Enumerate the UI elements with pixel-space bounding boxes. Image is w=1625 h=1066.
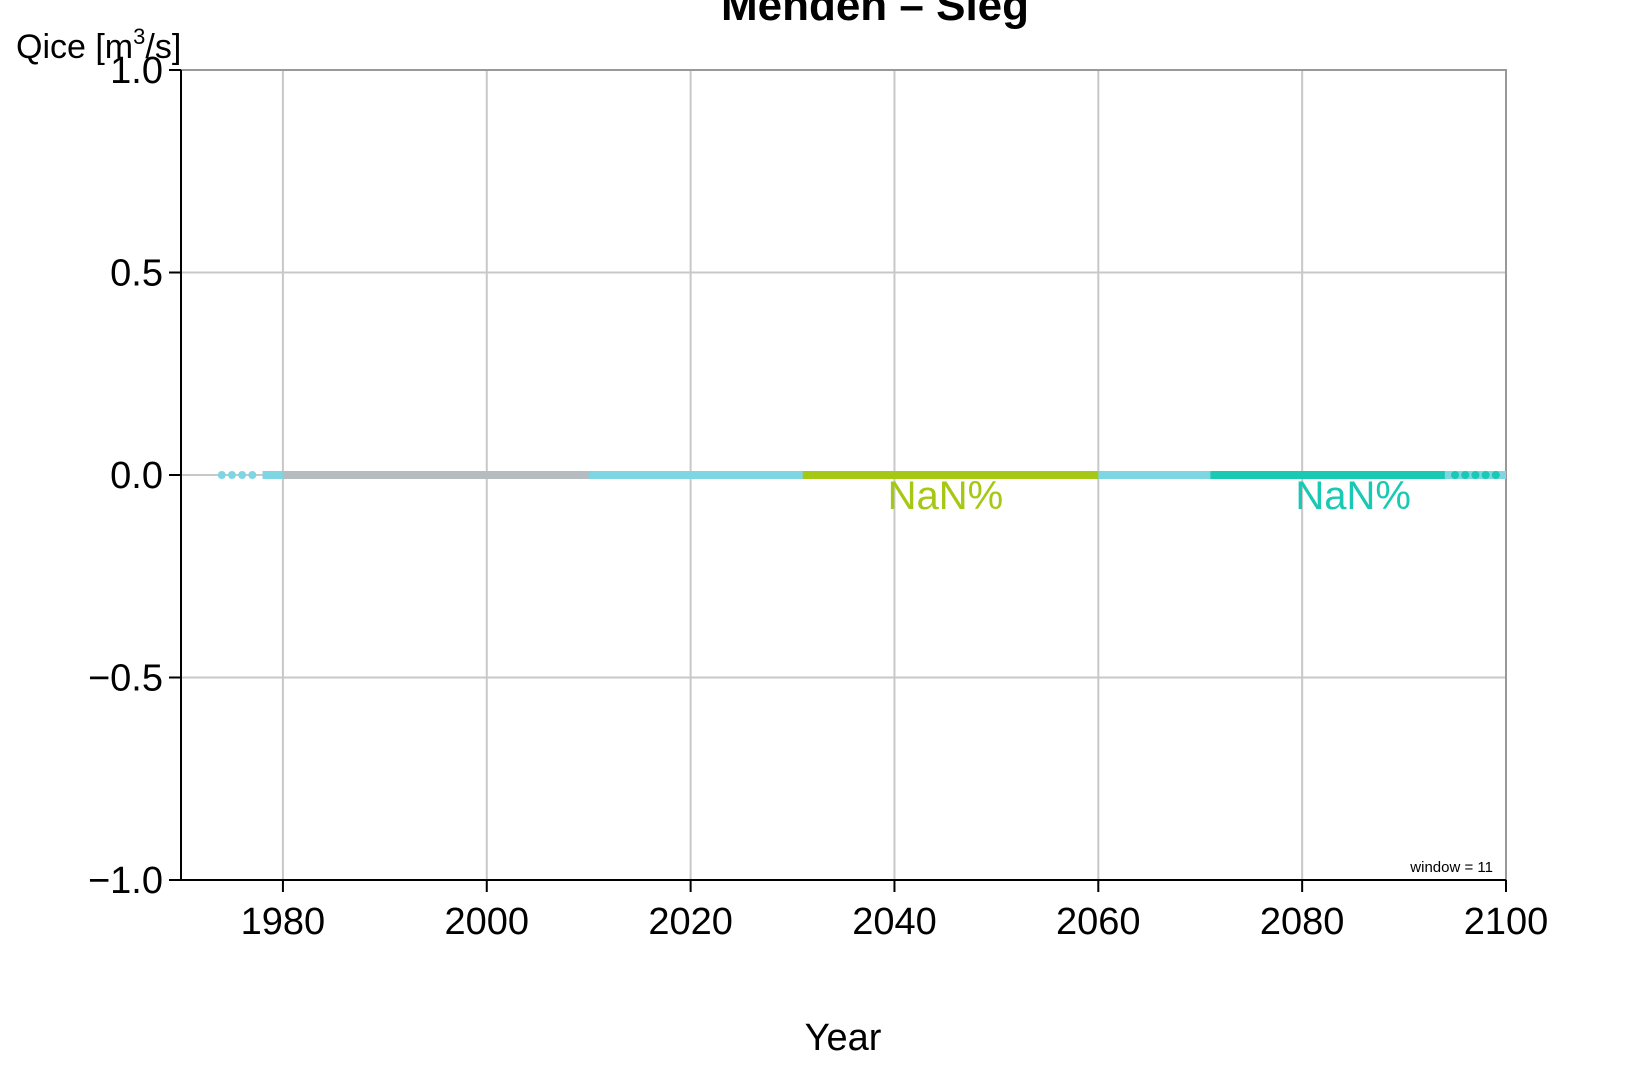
series-point-5-4 (1491, 471, 1500, 479)
y-tick-label-4: 1.0 (110, 50, 163, 92)
x-tick-label-2040: 2040 (852, 901, 937, 943)
series-point-0-0 (217, 471, 226, 479)
y-axis-label-sup: 3 (133, 24, 145, 49)
y-axis-label-base: Qice [m (16, 28, 133, 66)
y-tick-label-3: 0.5 (110, 253, 163, 295)
x-tick-label-2000: 2000 (444, 901, 529, 943)
text-layer: 1980 2000 2020 2040 2060 2080 2100 −1.0 −0.5 0.0 0… (88, 50, 1548, 943)
x-tick-label-2080: 2080 (1260, 901, 1345, 943)
series-point-0-2 (238, 471, 247, 479)
series-point-5-3 (1481, 471, 1490, 479)
y-tick-label-2: 0.0 (110, 455, 163, 497)
data-label-nan-1: NaN% (1295, 474, 1411, 518)
axes-layer (169, 69, 1507, 892)
x-tick-label-2060: 2060 (1056, 901, 1141, 943)
window-annotation: window = 11 (1409, 859, 1493, 876)
data-label-nan-0: NaN% (888, 474, 1004, 518)
y-tick-label-0: −1.0 (88, 860, 163, 902)
chart-title: Menden – Sieg (721, 0, 1029, 30)
series-point-0-1 (227, 471, 236, 479)
series-point-0-3 (248, 471, 257, 479)
y-axis-label-tail: /s] (145, 28, 181, 66)
x-tick-label-2020: 2020 (648, 901, 733, 943)
x-tick-label-2100: 2100 (1464, 901, 1549, 943)
y-axis-label: Qice [m3/s] (16, 24, 181, 66)
series-point-5-0 (1451, 471, 1460, 479)
series-point-5-1 (1461, 471, 1470, 479)
series-layer (217, 471, 1506, 479)
series-point-5-2 (1471, 471, 1480, 479)
x-tick-label-1980: 1980 (241, 901, 326, 943)
x-axis-label: Year (805, 1017, 882, 1059)
y-tick-label-1: −0.5 (88, 658, 163, 700)
